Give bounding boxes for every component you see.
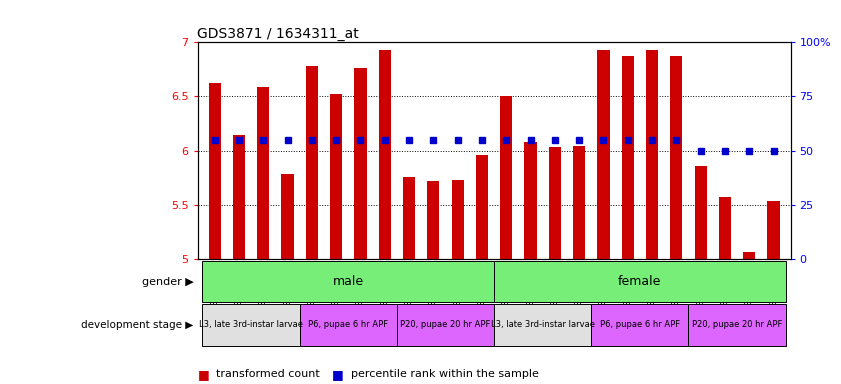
Bar [427, 181, 439, 259]
Bar [203, 304, 299, 346]
Bar [257, 87, 269, 259]
Bar [233, 135, 245, 259]
Bar [282, 174, 294, 259]
Text: ■: ■ [198, 368, 209, 381]
Bar [719, 197, 731, 259]
Text: gender ▶: gender ▶ [141, 276, 193, 286]
Text: P20, pupae 20 hr APF: P20, pupae 20 hr APF [400, 320, 490, 329]
Bar [452, 180, 463, 259]
Bar [354, 68, 367, 259]
Bar [494, 304, 591, 346]
Bar [525, 142, 537, 259]
Bar [209, 83, 220, 259]
Bar [597, 50, 610, 259]
Bar [646, 50, 659, 259]
Text: P20, pupae 20 hr APF: P20, pupae 20 hr APF [692, 320, 782, 329]
Bar [378, 50, 391, 259]
Text: percentile rank within the sample: percentile rank within the sample [351, 369, 538, 379]
Bar [203, 261, 494, 302]
Bar [476, 155, 488, 259]
Text: L3, late 3rd-instar larvae: L3, late 3rd-instar larvae [199, 320, 303, 329]
Bar [591, 304, 689, 346]
Text: L3, late 3rd-instar larvae: L3, late 3rd-instar larvae [490, 320, 595, 329]
Bar [500, 96, 512, 259]
Text: ■: ■ [332, 368, 344, 381]
Text: P6, pupae 6 hr APF: P6, pupae 6 hr APF [600, 320, 680, 329]
Bar [743, 252, 755, 259]
Text: male: male [333, 275, 364, 288]
Text: GDS3871 / 1634311_at: GDS3871 / 1634311_at [197, 27, 359, 41]
Bar [403, 177, 415, 259]
Bar [689, 304, 785, 346]
Bar [330, 94, 342, 259]
Bar [397, 304, 494, 346]
Bar [549, 147, 561, 259]
Bar [768, 202, 780, 259]
Bar [695, 166, 706, 259]
Bar [306, 66, 318, 259]
Bar [494, 261, 785, 302]
Bar [573, 146, 585, 259]
Text: development stage ▶: development stage ▶ [82, 320, 193, 330]
Text: P6, pupae 6 hr APF: P6, pupae 6 hr APF [309, 320, 389, 329]
Bar [299, 304, 397, 346]
Text: female: female [618, 275, 662, 288]
Bar [670, 56, 682, 259]
Bar [621, 56, 634, 259]
Text: transformed count: transformed count [216, 369, 320, 379]
